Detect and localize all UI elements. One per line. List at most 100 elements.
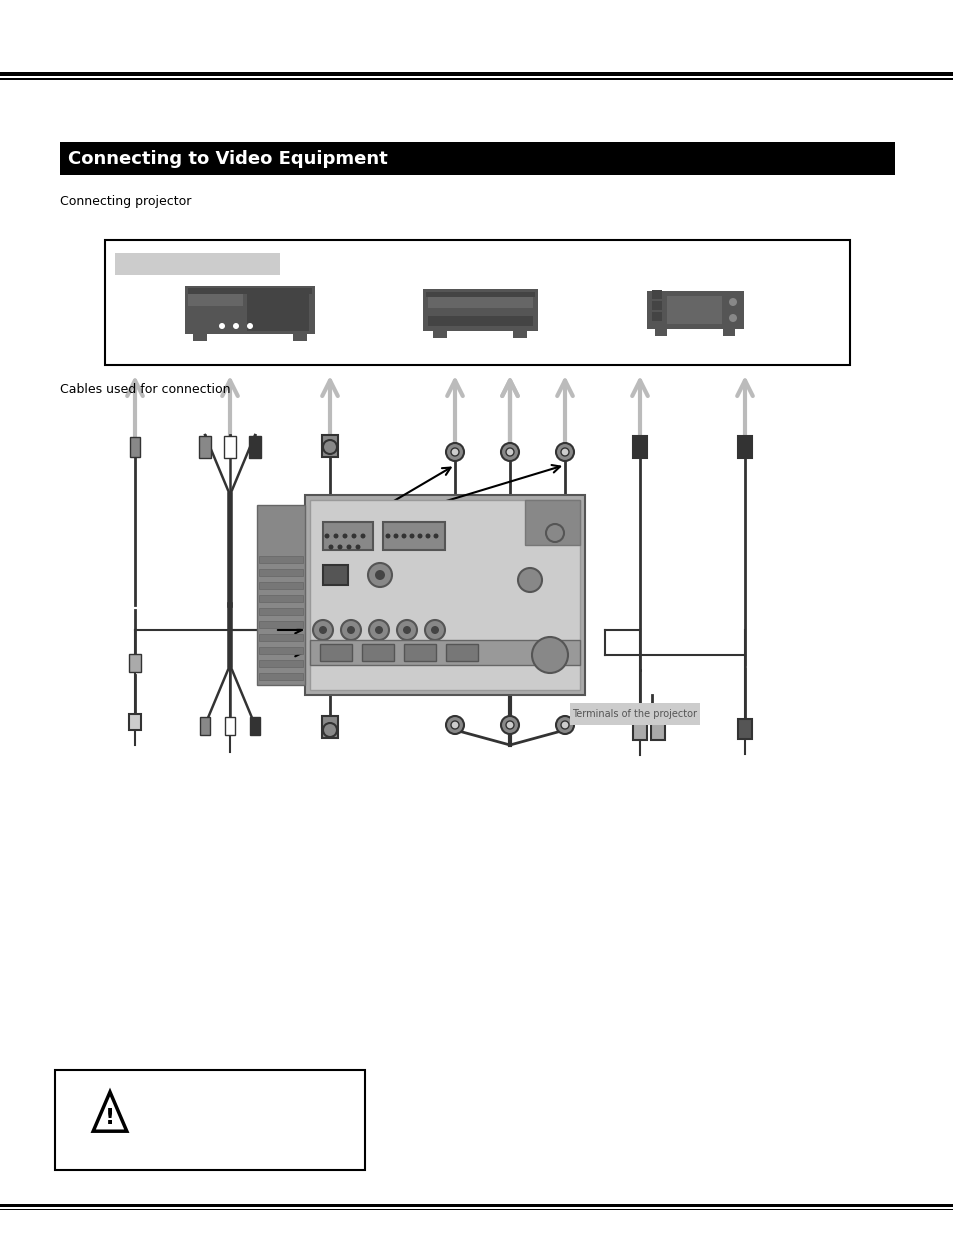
Text: Terminals of the projector: Terminals of the projector bbox=[572, 709, 697, 719]
Bar bbox=[130, 437, 140, 457]
Bar bbox=[569, 703, 700, 725]
Bar bbox=[382, 522, 444, 550]
Circle shape bbox=[560, 721, 568, 729]
Circle shape bbox=[393, 534, 398, 538]
Circle shape bbox=[433, 534, 438, 538]
Bar bbox=[319, 643, 352, 661]
Circle shape bbox=[247, 324, 253, 329]
Bar bbox=[403, 643, 436, 661]
Bar bbox=[0, 72, 953, 77]
Bar bbox=[666, 296, 721, 324]
Bar bbox=[323, 564, 348, 585]
Circle shape bbox=[545, 524, 563, 542]
Bar bbox=[428, 316, 533, 326]
Bar bbox=[258, 582, 303, 589]
Bar bbox=[305, 495, 584, 695]
Bar bbox=[513, 331, 526, 338]
Bar bbox=[258, 659, 303, 667]
Bar bbox=[105, 240, 849, 366]
Bar bbox=[200, 718, 210, 735]
Circle shape bbox=[500, 443, 518, 461]
Circle shape bbox=[346, 545, 351, 550]
Circle shape bbox=[556, 443, 574, 461]
Bar bbox=[322, 435, 337, 457]
Bar bbox=[115, 253, 280, 275]
Circle shape bbox=[328, 545, 334, 550]
Circle shape bbox=[424, 620, 444, 640]
Circle shape bbox=[446, 443, 463, 461]
Bar bbox=[322, 716, 337, 739]
Circle shape bbox=[451, 448, 458, 456]
Bar bbox=[258, 673, 303, 680]
Circle shape bbox=[318, 626, 327, 634]
Bar bbox=[258, 647, 303, 655]
Circle shape bbox=[500, 716, 518, 734]
Bar bbox=[129, 655, 141, 672]
Circle shape bbox=[347, 626, 355, 634]
Bar bbox=[738, 436, 751, 458]
Circle shape bbox=[417, 534, 422, 538]
Circle shape bbox=[342, 534, 347, 538]
Bar bbox=[293, 333, 307, 341]
Bar bbox=[651, 290, 661, 299]
Circle shape bbox=[369, 620, 389, 640]
Bar bbox=[188, 288, 243, 306]
Text: Connecting projector: Connecting projector bbox=[60, 195, 192, 207]
Circle shape bbox=[385, 534, 390, 538]
Circle shape bbox=[446, 716, 463, 734]
Circle shape bbox=[233, 324, 239, 329]
Circle shape bbox=[375, 626, 382, 634]
Bar bbox=[250, 718, 260, 735]
Bar bbox=[524, 500, 579, 545]
Circle shape bbox=[368, 563, 392, 587]
Bar bbox=[0, 78, 953, 80]
Circle shape bbox=[313, 620, 333, 640]
Bar bbox=[446, 643, 477, 661]
Circle shape bbox=[556, 716, 574, 734]
Circle shape bbox=[425, 534, 430, 538]
Text: Connecting to Video Equipment: Connecting to Video Equipment bbox=[68, 149, 387, 168]
Circle shape bbox=[505, 448, 514, 456]
Bar bbox=[249, 436, 261, 458]
Bar bbox=[256, 505, 305, 685]
Circle shape bbox=[505, 721, 514, 729]
Text: !: ! bbox=[105, 1108, 115, 1128]
Circle shape bbox=[401, 534, 406, 538]
Bar bbox=[651, 312, 661, 321]
Circle shape bbox=[375, 571, 385, 580]
Circle shape bbox=[355, 545, 360, 550]
Bar bbox=[323, 522, 373, 550]
Circle shape bbox=[451, 721, 458, 729]
Bar bbox=[129, 714, 141, 730]
Bar bbox=[185, 287, 314, 333]
Bar bbox=[60, 142, 894, 175]
Bar bbox=[224, 436, 235, 458]
Circle shape bbox=[334, 534, 338, 538]
Circle shape bbox=[340, 620, 360, 640]
Circle shape bbox=[323, 440, 336, 454]
Bar bbox=[738, 719, 751, 739]
Bar bbox=[0, 1204, 953, 1207]
Bar bbox=[651, 301, 661, 310]
Bar bbox=[247, 289, 309, 331]
Circle shape bbox=[351, 534, 356, 538]
Circle shape bbox=[532, 637, 567, 673]
Bar bbox=[0, 1209, 953, 1210]
Bar bbox=[633, 720, 646, 740]
Bar bbox=[55, 1070, 365, 1170]
Bar bbox=[199, 436, 211, 458]
Bar bbox=[722, 329, 734, 336]
Bar bbox=[193, 333, 207, 341]
Bar bbox=[650, 720, 664, 740]
Circle shape bbox=[409, 534, 414, 538]
Circle shape bbox=[431, 626, 438, 634]
Bar bbox=[426, 291, 535, 296]
Bar bbox=[646, 291, 743, 329]
Circle shape bbox=[402, 626, 411, 634]
Bar bbox=[258, 595, 303, 601]
Bar bbox=[258, 556, 303, 563]
Bar bbox=[225, 718, 234, 735]
Bar bbox=[433, 331, 447, 338]
Bar bbox=[258, 569, 303, 576]
Circle shape bbox=[728, 314, 737, 322]
